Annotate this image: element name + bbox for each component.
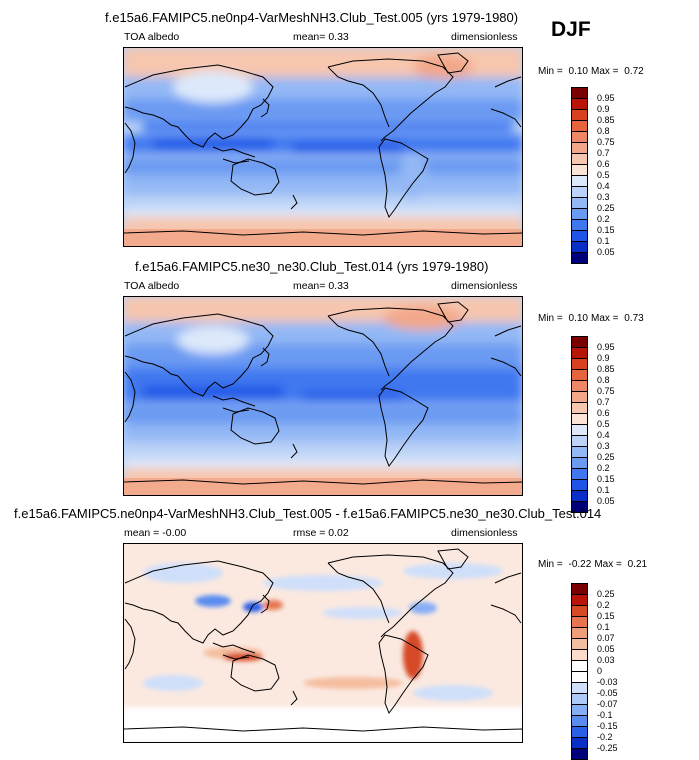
cbar-2-tick: 0.2: [597, 463, 610, 473]
cbar-2-tick: 0.8: [597, 375, 610, 385]
cbar-3-tick: 0.07: [597, 633, 615, 643]
panel-1-left-label: TOA albedo: [124, 31, 180, 43]
cbar-1-tick: 0.9: [597, 104, 610, 114]
cbar-1-tick: 0.8: [597, 126, 610, 136]
panel-1-minmax: Min = 0.10 Max = 0.72: [538, 66, 644, 77]
cbar-2-tick: 0.05: [597, 496, 615, 506]
cbar-1-tick: 0.6: [597, 159, 610, 169]
panel-2-center-label: mean= 0.33: [293, 280, 349, 292]
panel-1-right-label: dimensionless: [451, 31, 518, 43]
cbar-1-tick: 0.95: [597, 93, 615, 103]
cbar-2-tick: 0.5: [597, 419, 610, 429]
panel-1-center-label: mean= 0.33: [293, 31, 349, 43]
cbar-1-tick: 0.5: [597, 170, 610, 180]
cbar-3-tick: -0.15: [597, 721, 618, 731]
cbar-3-tick: 0: [597, 666, 603, 676]
cbar-2-tick: 0.6: [597, 408, 610, 418]
cbar-1-tick: 0.05: [597, 247, 615, 257]
cbar-3-tick: 0.25: [597, 589, 615, 599]
cbar-3-tick: 0.2: [597, 600, 610, 610]
cbar-1-tick: 0.15: [597, 225, 615, 235]
panel-2-title: f.e15a6.FAMIPC5.ne30_ne30.Club_Test.014 …: [135, 259, 489, 274]
cbar-2-tick: 0.75: [597, 386, 615, 396]
cbar-3-tick: -0.1: [597, 710, 613, 720]
cbar-1-tick: 0.1: [597, 236, 610, 246]
cbar-2-tick: 0.15: [597, 474, 615, 484]
cbar-3-tick: -0.05: [597, 688, 618, 698]
cbar-1-tick: 0.75: [597, 137, 615, 147]
cbar-3-tick: 0.15: [597, 611, 615, 621]
cbar-2-tick: 0.95: [597, 342, 615, 352]
panel-3-right-label: dimensionless: [451, 527, 518, 539]
cbar-2-tick: 0.4: [597, 430, 610, 440]
panel-1-title: f.e15a6.FAMIPC5.ne0np4-VarMeshNH3.Club_T…: [105, 10, 519, 25]
cbar-3-tick: 0.03: [597, 655, 615, 665]
panel-2-right-label: dimensionless: [451, 280, 518, 292]
panel-3-title: f.e15a6.FAMIPC5.ne0np4-VarMeshNH3.Club_T…: [14, 506, 602, 521]
cbar-2-tick: 0.9: [597, 353, 610, 363]
cbar-1-tick: 0.3: [597, 192, 610, 202]
cbar-1-tick: 0.7: [597, 148, 610, 158]
panel-1-map: [123, 47, 523, 247]
panel-3-map: [123, 543, 523, 743]
cbar-1-tick: 0.2: [597, 214, 610, 224]
cbar-3-tick: -0.2: [597, 732, 613, 742]
cbar-1-tick: 0.4: [597, 181, 610, 191]
cbar-3-tick: 0.05: [597, 644, 615, 654]
season-label: DJF: [551, 18, 591, 41]
cbar-2-tick: 0.7: [597, 397, 610, 407]
cbar-3-tick: 0.1: [597, 622, 610, 632]
cbar-2-tick: 0.3: [597, 441, 610, 451]
cbar-3-tick: -0.07: [597, 699, 618, 709]
panel-2-map: [123, 296, 523, 496]
cbar-2-tick: 0.25: [597, 452, 615, 462]
panel-2-left-label: TOA albedo: [124, 280, 180, 292]
cbar-3-tick: -0.25: [597, 743, 618, 753]
panel-3-left-label: mean = -0.00: [124, 527, 187, 539]
panel-2-minmax: Min = 0.10 Max = 0.73: [538, 313, 644, 324]
panel-3-minmax: Min = -0.22 Max = 0.21: [538, 559, 648, 570]
cbar-3-tick: -0.03: [597, 677, 618, 687]
panel-3-center-label: rmse = 0.02: [293, 527, 349, 539]
cbar-2-tick: 0.1: [597, 485, 610, 495]
cbar-2-tick: 0.85: [597, 364, 615, 374]
cbar-1-tick: 0.25: [597, 203, 615, 213]
cbar-1-tick: 0.85: [597, 115, 615, 125]
